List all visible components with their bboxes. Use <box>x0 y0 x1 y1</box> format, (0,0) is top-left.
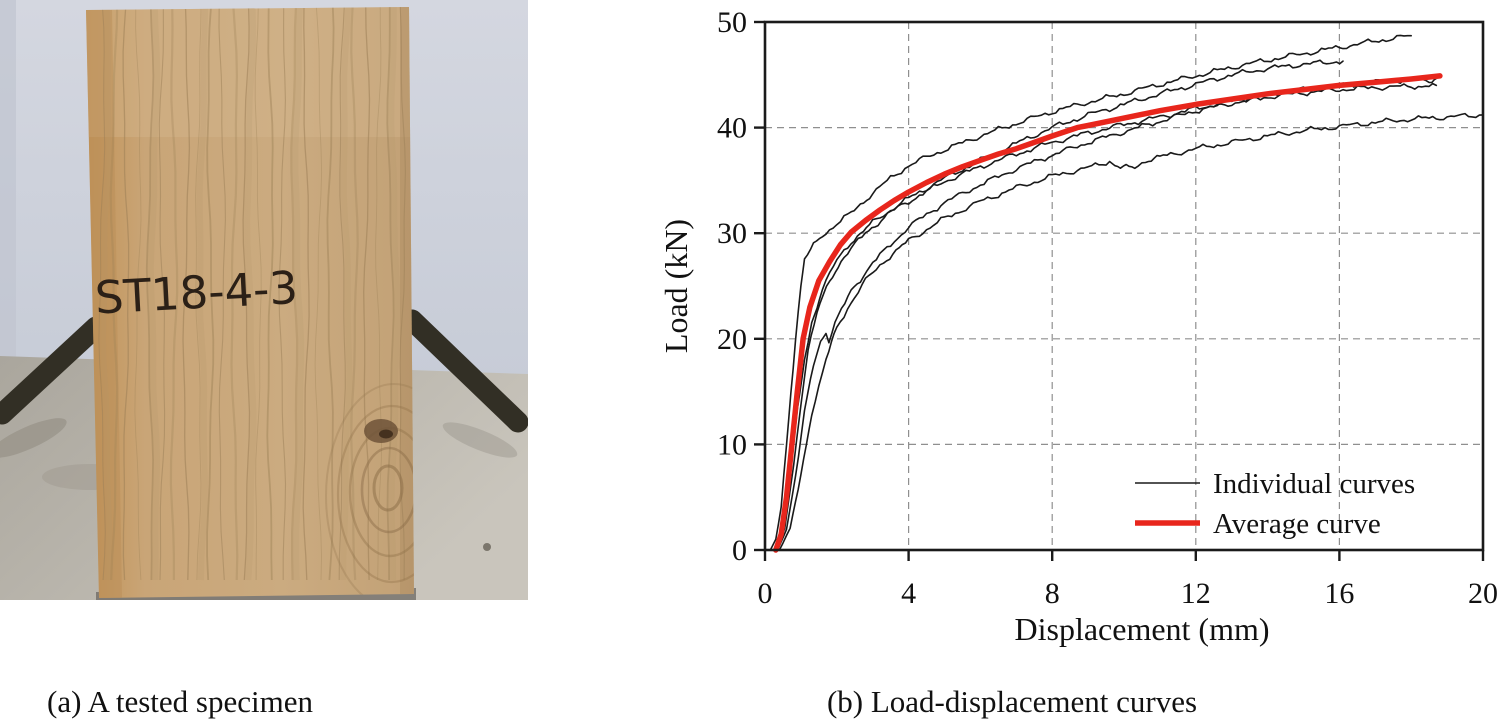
y-axis-title: Load (kN) <box>658 219 694 353</box>
steel-rod-left <box>0 316 107 425</box>
curves <box>769 34 1484 553</box>
caption-panel-b: (b) Load-displacement curves <box>826 684 1198 719</box>
y-tick-label: 50 <box>717 6 747 39</box>
x-tick-label: 12 <box>1181 577 1211 610</box>
grid-lines <box>765 22 1483 550</box>
legend: Individual curves Average curve <box>1135 468 1415 540</box>
legend-label-average: Average curve <box>1213 508 1381 540</box>
load-displacement-chart: 0 4 8 12 16 20 0 10 20 30 40 50 Displacement (mm) L… <box>658 6 1498 647</box>
x-tick-label: 20 <box>1468 577 1498 610</box>
x-axis-title: Displacement (mm) <box>1014 611 1269 647</box>
x-tick-label: 0 <box>758 577 773 610</box>
wood-left-edge-band <box>86 10 122 598</box>
y-tick-label: 30 <box>717 217 747 250</box>
wood-grain <box>98 7 406 581</box>
plot-border <box>763 20 1485 552</box>
specimen-photo: ST18-4-3 <box>0 0 528 600</box>
axis-ticks <box>754 20 1485 561</box>
x-tick-label: 16 <box>1324 577 1354 610</box>
y-tick-label: 20 <box>717 323 747 356</box>
wood-block <box>86 7 414 598</box>
x-tick-label: 4 <box>901 577 916 610</box>
steel-rod-right <box>401 309 528 433</box>
table-speck <box>483 543 491 551</box>
specimen-label: ST18-4-3 <box>94 261 300 325</box>
rod-shadow-right <box>442 422 518 458</box>
curve-average <box>773 73 1443 553</box>
photo-wall-left-shade <box>0 0 16 360</box>
curve-individual-1 <box>769 34 1413 551</box>
legend-label-individual: Individual curves <box>1213 468 1415 500</box>
x-tick-label: 8 <box>1045 577 1060 610</box>
y-tick-label: 10 <box>717 428 747 461</box>
axis-tick-labels: 0 4 8 12 16 20 0 10 20 30 40 50 <box>717 6 1498 610</box>
caption-panel-a: (a) A tested specimen <box>47 684 313 719</box>
y-tick-label: 0 <box>732 534 747 567</box>
curve-individual-2 <box>773 59 1344 551</box>
wood-knot <box>325 383 414 598</box>
curve-individual-5 <box>778 112 1484 551</box>
rod-shadow-left <box>0 418 67 458</box>
y-tick-label: 40 <box>717 112 747 145</box>
